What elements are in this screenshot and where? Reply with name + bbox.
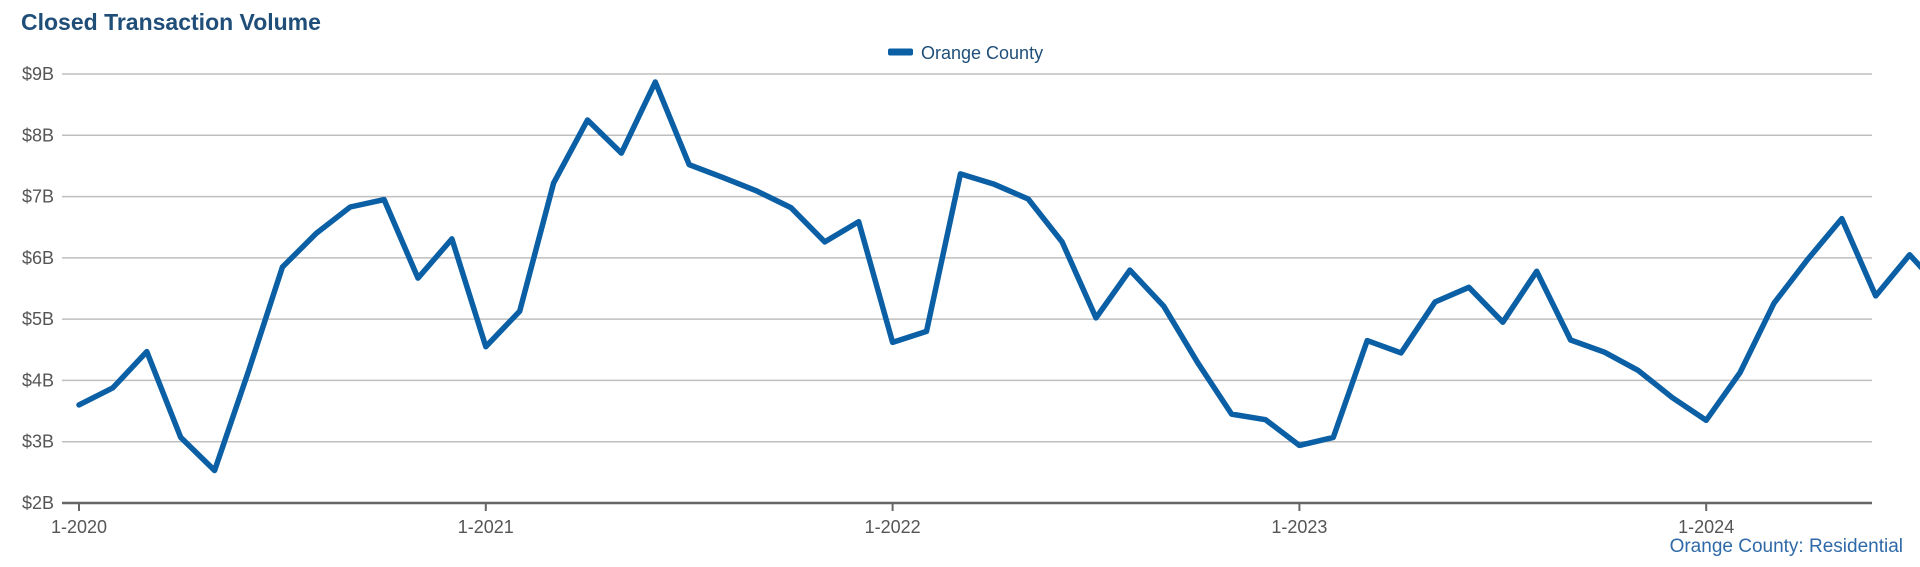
y-tick-label: $2B xyxy=(22,493,54,513)
y-tick-label: $8B xyxy=(22,125,54,145)
x-axis xyxy=(62,501,1872,511)
series-line-orange-county[interactable] xyxy=(76,79,1920,474)
x-tick-label: 1-2021 xyxy=(458,517,514,537)
y-tick-label: $4B xyxy=(22,370,54,390)
y-tick-label: $5B xyxy=(22,309,54,329)
y-tick-label: $9B xyxy=(22,64,54,84)
y-tick-label: $3B xyxy=(22,432,54,452)
y-tick-label: $6B xyxy=(22,248,54,268)
x-tick-label: 1-2020 xyxy=(51,517,107,537)
series-layer xyxy=(76,79,1920,474)
source-label: Orange County: Residential xyxy=(1669,536,1903,557)
legend-swatch xyxy=(888,48,913,56)
y-tick-label: $7B xyxy=(22,187,54,207)
gridlines xyxy=(62,73,1872,443)
legend[interactable]: Orange County xyxy=(888,43,1043,63)
x-tick-label: 1-2024 xyxy=(1678,517,1734,537)
x-tick-label: 1-2022 xyxy=(865,517,921,537)
chart-title: Closed Transaction Volume xyxy=(21,9,321,35)
legend-label-orange-county: Orange County xyxy=(921,43,1043,63)
y-axis-labels: $2B $3B $4B $5B $6B $7B $8B $9B xyxy=(22,64,54,513)
x-tick-label: 1-2023 xyxy=(1271,517,1327,537)
